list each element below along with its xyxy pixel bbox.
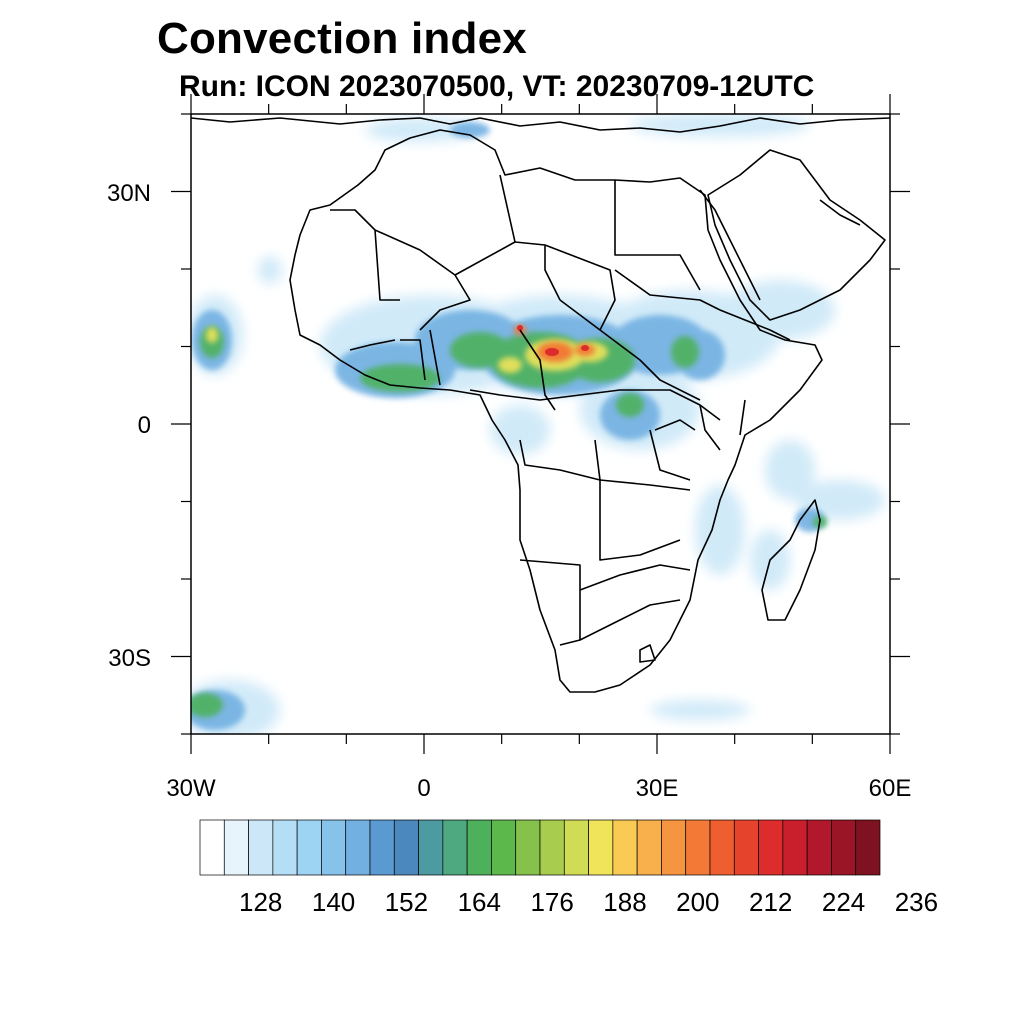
lon-label-60e: 60E bbox=[868, 775, 912, 802]
colorbar-swatch bbox=[223, 819, 249, 876]
colorbar-swatch bbox=[709, 819, 735, 876]
colorbar-swatch bbox=[831, 819, 857, 876]
coastlines bbox=[191, 117, 890, 693]
colorbar-label: 236 bbox=[894, 887, 939, 917]
colorbar-label: 152 bbox=[384, 887, 429, 917]
colorbar-swatch bbox=[685, 819, 711, 876]
colorbar-swatch bbox=[466, 819, 492, 876]
colorbar-swatch bbox=[199, 819, 225, 876]
lon-label-30e: 30E bbox=[635, 775, 679, 802]
convection-field bbox=[191, 114, 885, 734]
colorbar-swatch bbox=[369, 819, 395, 876]
map-title: Convection index bbox=[157, 14, 527, 63]
colorbar-swatch bbox=[248, 819, 274, 876]
colorbar-swatch bbox=[393, 819, 419, 876]
colorbar-swatch bbox=[855, 819, 881, 876]
colorbar-swatch bbox=[661, 819, 687, 876]
colorbar-label: 128 bbox=[239, 887, 283, 917]
colorbar-swatch bbox=[612, 819, 638, 876]
colorbar-swatch bbox=[515, 819, 541, 876]
colorbar-swatch bbox=[272, 819, 298, 876]
map-subtitle: Run: ICON 2023070500, VT: 20230709-12UTC bbox=[179, 70, 815, 103]
colorbar bbox=[199, 819, 881, 876]
colorbar-label: 200 bbox=[676, 887, 720, 917]
colorbar-swatch bbox=[636, 819, 662, 876]
colorbar-label: 224 bbox=[821, 887, 866, 917]
colorbar-swatch bbox=[733, 819, 759, 876]
lat-label-0: 0 bbox=[137, 412, 151, 439]
colorbar-swatch bbox=[345, 819, 371, 876]
colorbar-swatch bbox=[782, 819, 808, 876]
colorbar-label: 188 bbox=[603, 887, 647, 917]
colorbar-label: 212 bbox=[749, 887, 793, 917]
colorbar-swatch bbox=[321, 819, 347, 876]
colorbar-swatch bbox=[491, 819, 517, 876]
colorbar-swatch bbox=[806, 819, 832, 876]
colorbar-swatch bbox=[418, 819, 444, 876]
axis-ticks bbox=[171, 94, 910, 754]
colorbar-swatch bbox=[442, 819, 468, 876]
lon-label-30w: 30W bbox=[166, 775, 216, 802]
colorbar-swatch bbox=[539, 819, 565, 876]
colorbar-swatch bbox=[588, 819, 614, 876]
lat-label-30s: 30S bbox=[108, 645, 151, 672]
colorbar-swatch bbox=[296, 819, 322, 876]
colorbar-label: 164 bbox=[457, 887, 501, 917]
colorbar-swatch bbox=[758, 819, 784, 876]
lon-label-0: 0 bbox=[417, 775, 431, 802]
colorbar-label: 140 bbox=[311, 887, 356, 917]
colorbar-label: 176 bbox=[530, 887, 574, 917]
lat-label-30n: 30N bbox=[106, 180, 151, 207]
colorbar-swatch bbox=[563, 819, 589, 876]
